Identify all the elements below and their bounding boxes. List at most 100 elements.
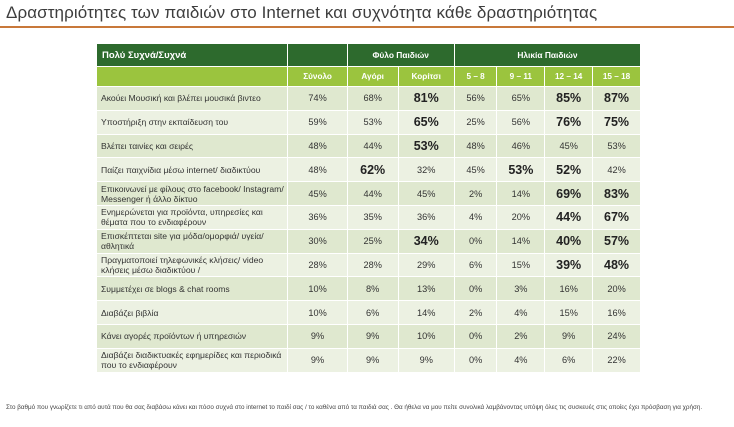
cell-value: 24% xyxy=(593,324,640,348)
cell-value: 69% xyxy=(545,182,593,205)
cell-value: 0% xyxy=(454,277,497,301)
row-label: Παίζει παιχνίδια μέσω internet/ διαδικτύ… xyxy=(97,158,288,182)
cell-value: 44% xyxy=(347,134,398,158)
cell-value: 14% xyxy=(398,301,454,324)
cell-value: 9% xyxy=(288,324,347,348)
column-header-boy: Αγόρι xyxy=(347,67,398,86)
cell-value: 25% xyxy=(347,229,398,253)
cell-value: 8% xyxy=(347,277,398,301)
row-label: Υποστήριξη στην εκπαίδευση του xyxy=(97,110,288,134)
cell-value: 22% xyxy=(593,348,640,372)
cell-value: 4% xyxy=(497,301,545,324)
column-header-age-15-18: 15 – 18 xyxy=(593,67,640,86)
column-header-age-12-14: 12 – 14 xyxy=(545,67,593,86)
cell-value: 48% xyxy=(288,158,347,182)
cell-value: 85% xyxy=(545,87,593,110)
row-label: Κάνει αγορές προϊόντων ή υπηρεσιών xyxy=(97,324,288,348)
cell-value: 45% xyxy=(398,182,454,205)
table-row: Συμμετέχει σε blogs & chat rooms 10% 8% 13%… xyxy=(97,277,640,301)
cell-value: 29% xyxy=(398,253,454,277)
cell-value: 36% xyxy=(398,205,454,229)
cell-value: 2% xyxy=(454,182,497,205)
cell-value: 35% xyxy=(347,205,398,229)
category-header: Πολύ Συχνά/Συχνά xyxy=(97,44,288,66)
table-row: Βλέπει ταινίες και σειρές 48% 44% 53% 48% 46%… xyxy=(97,134,640,158)
cell-value: 0% xyxy=(454,229,497,253)
cell-value: 2% xyxy=(454,301,497,324)
gender-group-header: Φύλο Παιδιών xyxy=(347,44,454,66)
column-header-blank xyxy=(97,67,288,86)
cell-value: 39% xyxy=(545,253,593,277)
cell-value: 46% xyxy=(497,134,545,158)
cell-value: 30% xyxy=(288,229,347,253)
table-row: Επισκέπτεται site για μόδα/ομορφιά/ υγεί… xyxy=(97,229,640,253)
cell-value: 6% xyxy=(347,301,398,324)
cell-value: 65% xyxy=(497,87,545,110)
cell-value: 6% xyxy=(545,348,593,372)
cell-value: 75% xyxy=(593,110,640,134)
cell-value: 53% xyxy=(593,134,640,158)
cell-value: 48% xyxy=(593,253,640,277)
cell-value: 45% xyxy=(288,182,347,205)
cell-value: 56% xyxy=(454,87,497,110)
row-label: Ακούει Μουσική και βλέπει μουσικά βιντεο xyxy=(97,87,288,110)
cell-value: 4% xyxy=(454,205,497,229)
table-row: Ενημερώνεται για προϊόντα, υπηρεσίες και… xyxy=(97,205,640,229)
cell-value: 34% xyxy=(398,229,454,253)
cell-value: 32% xyxy=(398,158,454,182)
page-title: Δραστηριότητες των παιδιών στο Internet … xyxy=(6,3,598,22)
cell-value: 15% xyxy=(545,301,593,324)
cell-value: 4% xyxy=(497,348,545,372)
cell-value: 53% xyxy=(347,110,398,134)
cell-value: 68% xyxy=(347,87,398,110)
cell-value: 40% xyxy=(545,229,593,253)
row-label: Διαβάζει βιβλία xyxy=(97,301,288,324)
cell-value: 36% xyxy=(288,205,347,229)
cell-value: 9% xyxy=(347,324,398,348)
cell-value: 44% xyxy=(347,182,398,205)
footnote: Στο βαθμό που γνωρίζετε τι από αυτά που … xyxy=(6,404,703,411)
table-body: Ακούει Μουσική και βλέπει μουσικά βιντεο… xyxy=(97,87,640,372)
cell-value: 74% xyxy=(288,87,347,110)
cell-value: 25% xyxy=(454,110,497,134)
cell-value: 16% xyxy=(593,301,640,324)
table-row: Πραγματοποιεί τηλεφωνικές κλήσεις/ video… xyxy=(97,253,640,277)
cell-value: 10% xyxy=(288,301,347,324)
cell-value: 6% xyxy=(454,253,497,277)
cell-value: 9% xyxy=(347,348,398,372)
column-header-age-5-8: 5 – 8 xyxy=(454,67,497,86)
cell-value: 62% xyxy=(347,158,398,182)
cell-value: 67% xyxy=(593,205,640,229)
cell-value: 10% xyxy=(398,324,454,348)
activities-table: Πολύ Συχνά/Συχνά Φύλο Παιδιών Ηλικία Παι… xyxy=(96,43,641,373)
age-group-header: Ηλικία Παιδιών xyxy=(454,44,640,66)
cell-value: 48% xyxy=(454,134,497,158)
row-label: Διαβάζει διαδικτυακές εφημερίδες και περ… xyxy=(97,348,288,372)
row-label: Επικοινωνεί με φίλους στο facebook/ Inst… xyxy=(97,182,288,205)
cell-value: 9% xyxy=(288,348,347,372)
row-label: Συμμετέχει σε blogs & chat rooms xyxy=(97,277,288,301)
cell-value: 10% xyxy=(288,277,347,301)
cell-value: 42% xyxy=(593,158,640,182)
table-row: Παίζει παιχνίδια μέσω internet/ διαδικτύ… xyxy=(97,158,640,182)
row-label: Ενημερώνεται για προϊόντα, υπηρεσίες και… xyxy=(97,205,288,229)
cell-value: 81% xyxy=(398,87,454,110)
header-spacer xyxy=(288,44,347,66)
cell-value: 15% xyxy=(497,253,545,277)
cell-value: 52% xyxy=(545,158,593,182)
cell-value: 28% xyxy=(347,253,398,277)
cell-value: 53% xyxy=(398,134,454,158)
cell-value: 76% xyxy=(545,110,593,134)
table-row: Διαβάζει βιβλία 10% 6% 14% 2% 4% 15% 16% xyxy=(97,301,640,324)
cell-value: 53% xyxy=(497,158,545,182)
cell-value: 45% xyxy=(454,158,497,182)
cell-value: 56% xyxy=(497,110,545,134)
cell-value: 20% xyxy=(497,205,545,229)
cell-value: 3% xyxy=(497,277,545,301)
table-row: Ακούει Μουσική και βλέπει μουσικά βιντεο… xyxy=(97,87,640,110)
table-header-group-row: Πολύ Συχνά/Συχνά Φύλο Παιδιών Ηλικία Παι… xyxy=(97,44,640,66)
table-row: Υποστήριξη στην εκπαίδευση του 59% 53% 65% 2… xyxy=(97,110,640,134)
row-label: Πραγματοποιεί τηλεφωνικές κλήσεις/ video… xyxy=(97,253,288,277)
column-header-girl: Κορίτσι xyxy=(398,67,454,86)
cell-value: 13% xyxy=(398,277,454,301)
